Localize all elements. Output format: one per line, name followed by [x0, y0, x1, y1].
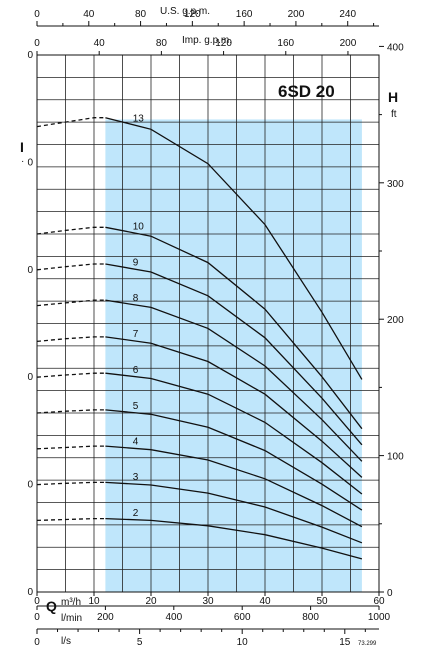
x-usgpm-tick-label: 0 [34, 9, 40, 20]
y-ft-symbol: H [388, 89, 398, 105]
curve-stage-5 [105, 409, 363, 511]
curve-dashed-3 [36, 481, 106, 486]
y-ft-tick-label: 0 [387, 588, 393, 599]
curve-dashed-7 [36, 336, 106, 343]
x-impgpm-tick-label: 40 [94, 38, 106, 49]
x-ls-tick-label: 15 [339, 637, 351, 648]
x-lmin-tick-label: 200 [97, 612, 114, 623]
y-m-tick-label: 0 [27, 50, 33, 61]
curve-dashed-9 [36, 263, 106, 271]
x-ls-tick-label: 10 [237, 637, 249, 648]
stage-label-9: 9 [133, 258, 139, 269]
curve-dashed-2 [36, 517, 106, 522]
chart-title: 6SD 20 [278, 82, 335, 101]
curve-stage-9 [105, 263, 363, 446]
curve-dashed-10 [36, 226, 106, 235]
x-ls-tick-label: 5 [137, 637, 143, 648]
y-m-tick-label: 0 [27, 372, 33, 383]
m3h-unit: m³/h [61, 597, 81, 608]
footnote: 73.299 [358, 641, 377, 647]
shaded-operating-range [105, 119, 362, 592]
curve-stage-2 [105, 517, 363, 560]
x-impgpm-tick-label: 120 [215, 38, 232, 49]
x-m3h-tick-label: 30 [202, 596, 214, 607]
x-usgpm-tick-label: 40 [83, 9, 95, 20]
curve-dashed-8 [36, 299, 106, 307]
curve-stage-4 [105, 445, 363, 528]
y-m-symbol: I [20, 139, 24, 155]
x-m3h-tick-label: 10 [88, 596, 100, 607]
x-m3h-tick-label: 20 [145, 596, 157, 607]
curve-stage-10 [105, 226, 363, 430]
x-usgpm-tick-label: 240 [339, 9, 356, 20]
ls-unit: l/s [61, 636, 71, 647]
grid [36, 54, 380, 593]
us-gpm-unit: U.S. g.p.m. [160, 6, 210, 17]
x-impgpm-tick-label: 200 [340, 38, 357, 49]
stage-label-13: 13 [133, 114, 145, 125]
stage-label-4: 4 [133, 437, 139, 448]
curve-stage-6 [105, 372, 363, 495]
y-m-tick-label: 0 [27, 265, 33, 276]
x-lmin-tick-label: 0 [34, 612, 40, 623]
lmin-unit: l/min [61, 613, 82, 624]
imp-gpm-unit: Imp. g.p.m. [182, 35, 232, 46]
curve-dashed-5 [36, 409, 106, 414]
y-ft-unit: ft [391, 109, 397, 120]
x-ls-tick-label: 0 [34, 637, 40, 648]
curve-stage-7 [105, 336, 363, 478]
y-m-symbol-2: · [21, 156, 24, 167]
y-ft-tick-label: 300 [387, 179, 404, 190]
stage-label-7: 7 [133, 329, 139, 340]
stage-label-10: 10 [133, 221, 145, 232]
stage-label-8: 8 [133, 293, 139, 304]
stage-label-3: 3 [133, 472, 139, 483]
x-m3h-tick-label: 40 [259, 596, 271, 607]
x-impgpm-tick-label: 80 [156, 38, 168, 49]
curve-dashed-4 [36, 445, 106, 450]
curve-stage-13 [105, 117, 363, 380]
x-impgpm-tick-label: 0 [34, 38, 40, 49]
x-lmin-tick-label: 1000 [368, 612, 391, 623]
x-usgpm-tick-label: 160 [236, 9, 253, 20]
y-m-tick-label: 0 [27, 480, 33, 491]
x-lmin-tick-label: 600 [234, 612, 251, 623]
stage-label-2: 2 [133, 508, 139, 519]
x-m3h-tick-label: 50 [316, 596, 328, 607]
y-m-tick-label: 0 [27, 587, 33, 598]
x-impgpm-tick-label: 160 [277, 38, 294, 49]
stage-curves: 2 3 4 5 6 7 8 9 10 13 [36, 114, 363, 560]
x-lmin-tick-label: 800 [302, 612, 319, 623]
x-lmin-tick-label: 400 [165, 612, 182, 623]
y-ft-tick-label: 100 [387, 452, 404, 463]
x-m3h-tick-label: 60 [373, 596, 385, 607]
curve-stage-8 [105, 299, 363, 462]
y-m-tick-label: 0 [27, 157, 33, 168]
y-ft-tick-label: 200 [387, 315, 404, 326]
stage-label-6: 6 [133, 365, 139, 376]
curve-dashed-13 [36, 117, 106, 128]
y-ft-tick-label: 400 [387, 42, 404, 53]
curve-dashed-6 [36, 372, 106, 378]
x-m3h-tick-label: 0 [34, 596, 40, 607]
q-symbol: Q [46, 598, 57, 614]
x-usgpm-tick-label: 200 [288, 9, 305, 20]
stage-label-5: 5 [133, 401, 139, 412]
operating-range-shading [105, 119, 362, 592]
curve-stage-3 [105, 481, 363, 544]
x-usgpm-tick-label: 120 [184, 9, 201, 20]
x-usgpm-tick-label: 80 [135, 9, 147, 20]
